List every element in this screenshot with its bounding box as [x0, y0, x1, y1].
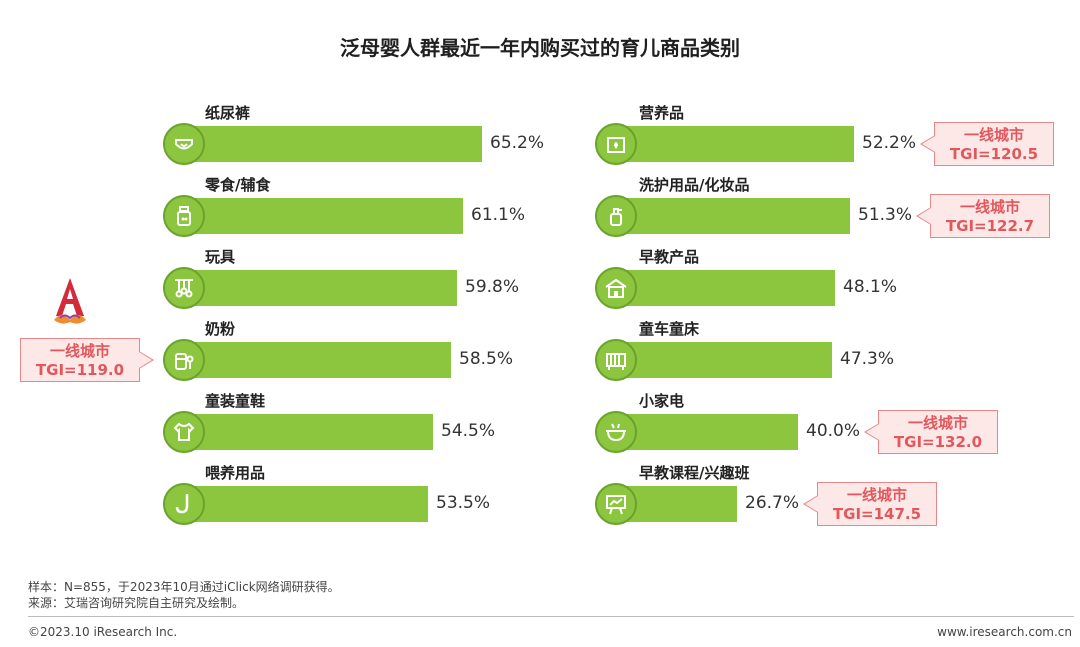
data-label: 54.5% [441, 421, 496, 441]
bar [614, 270, 835, 306]
data-label: 58.5% [459, 349, 514, 369]
tgi-callout: 一线城市 TGI=122.7 [916, 194, 1050, 238]
category-label: 小家电 [639, 392, 685, 410]
source-note: 来源：艾瑞咨询研究院自主研究及绘制。 [28, 596, 245, 610]
callout-line1: 一线城市 [907, 414, 968, 432]
bar [614, 126, 854, 162]
category-label: 玩具 [205, 248, 236, 266]
callout-line2: TGI=122.7 [945, 217, 1035, 235]
callout-pointer [803, 495, 818, 513]
callout-line2: TGI=119.0 [35, 361, 125, 379]
tgi-callout: 一线城市 TGI=132.0 [864, 410, 998, 454]
category-label: 奶粉 [205, 320, 236, 338]
tgi-callout: 一线城市 TGI=120.5 [920, 122, 1054, 166]
website: www.iresearch.com.cn [937, 625, 1072, 639]
data-label: 52.2% [862, 133, 917, 153]
supplement-box-icon [595, 123, 637, 165]
data-label: 40.0% [806, 421, 861, 441]
copyright: ©2023.10 iResearch Inc. [28, 625, 178, 639]
footer-divider [28, 616, 1074, 617]
bar [182, 414, 433, 450]
category-label: 早教产品 [639, 248, 700, 266]
callout-pointer [916, 207, 931, 225]
baby-clothes-icon [163, 411, 205, 453]
bar [614, 198, 850, 234]
category-label: 早教课程/兴趣班 [639, 464, 750, 482]
feeding-spoon-icon [163, 483, 205, 525]
data-label: 26.7% [745, 493, 800, 513]
tgi-callout: 一线城市 TGI=119.0 [20, 338, 154, 382]
small-appliance-icon [595, 411, 637, 453]
data-label: 53.5% [436, 493, 491, 513]
category-label: 纸尿裤 [205, 104, 251, 122]
diaper-icon [163, 123, 205, 165]
category-label: 营养品 [639, 104, 685, 122]
data-label: 51.3% [858, 205, 913, 225]
data-label: 61.1% [471, 205, 526, 225]
bar [182, 126, 482, 162]
bar [182, 342, 451, 378]
data-label: 48.1% [843, 277, 898, 297]
data-label: 59.8% [465, 277, 520, 297]
callout-pointer [139, 351, 154, 369]
category-label: 喂养用品 [205, 464, 266, 482]
data-label: 65.2% [490, 133, 545, 153]
sample-note: 样本：N=855，于2023年10月通过iClick网络调研获得。 [28, 580, 340, 594]
tgi-callout: 一线城市 TGI=147.5 [803, 482, 937, 526]
category-label: 零食/辅食 [205, 176, 271, 194]
category-label: 童车童床 [639, 320, 700, 338]
callout-line2: TGI=120.5 [949, 145, 1039, 163]
callout-line2: TGI=132.0 [893, 433, 983, 451]
presentation-board-icon [595, 483, 637, 525]
chart-title: 泛母婴人群最近一年内购买过的育儿商品类别 [340, 36, 740, 60]
crib-mobile-icon [163, 267, 205, 309]
data-label: 47.3% [840, 349, 895, 369]
callout-pointer [864, 423, 879, 441]
formula-can-icon [163, 339, 205, 381]
callout-pointer [920, 135, 935, 153]
bar [614, 414, 798, 450]
baby-crib-icon [595, 339, 637, 381]
bar [614, 342, 832, 378]
category-label: 洗护用品/化妆品 [639, 176, 750, 194]
school-building-icon [595, 267, 637, 309]
bar [182, 270, 457, 306]
callout-line2: TGI=147.5 [832, 505, 922, 523]
callout-line1: 一线城市 [49, 342, 110, 360]
bar [182, 198, 463, 234]
iresearch-logo [54, 278, 86, 324]
callout-line1: 一线城市 [963, 126, 1024, 144]
callout-line1: 一线城市 [846, 486, 907, 504]
baby-food-jar-icon [163, 195, 205, 237]
lotion-bottle-icon [595, 195, 637, 237]
callout-line1: 一线城市 [959, 198, 1020, 216]
bar [182, 486, 428, 522]
category-label: 童装童鞋 [205, 392, 266, 410]
